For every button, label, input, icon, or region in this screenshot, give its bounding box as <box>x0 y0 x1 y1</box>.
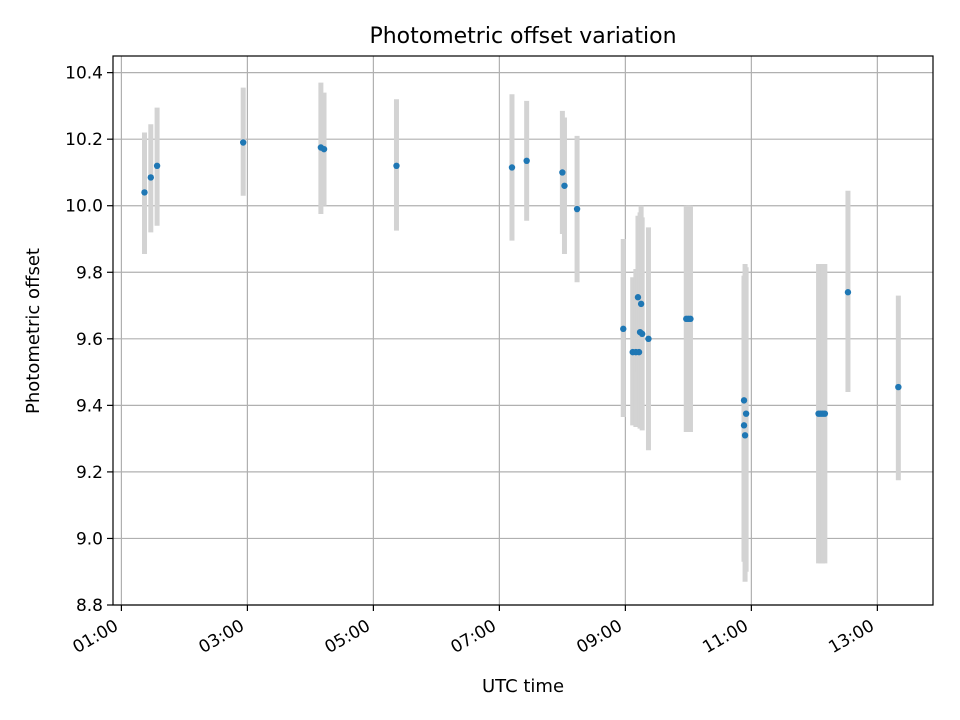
data-point <box>239 139 247 146</box>
data-point <box>740 422 748 429</box>
data-point <box>687 315 694 323</box>
data-point <box>620 325 627 333</box>
y-axis-label: Photometric offset <box>23 248 44 414</box>
data-point <box>393 162 400 169</box>
x-axis-label: UTC time <box>482 676 564 697</box>
y-axis: 8.8 9.0 9.2 9.4 9.6 9.8 10.0 10.2 10.4 <box>65 64 113 616</box>
y-tick-label: 9.6 <box>76 330 103 350</box>
data-point <box>320 145 328 153</box>
data-point <box>821 410 829 417</box>
data-point <box>742 410 750 417</box>
data-point <box>740 397 748 404</box>
data-point <box>508 164 516 171</box>
data-point <box>573 205 581 213</box>
data-point <box>147 174 154 181</box>
y-tick-label: 10.2 <box>65 130 103 150</box>
data-point <box>844 289 852 296</box>
y-tick-label: 9.4 <box>76 396 103 416</box>
data-point <box>634 294 642 301</box>
data-point <box>645 335 652 343</box>
y-tick-label: 10.0 <box>65 197 103 217</box>
data-point <box>638 330 646 338</box>
y-tick-label: 9.2 <box>76 463 103 483</box>
data-point <box>561 182 568 189</box>
chart-title: Photometric offset variation <box>369 24 676 49</box>
y-tick-label: 10.4 <box>65 64 103 84</box>
data-point <box>523 157 530 165</box>
data-points <box>141 139 902 439</box>
plot-frame <box>112 55 934 606</box>
y-tick-label: 8.8 <box>76 596 103 616</box>
data-point <box>895 383 902 391</box>
data-point <box>741 432 749 439</box>
data-point <box>559 169 566 176</box>
y-tick-label: 9.0 <box>76 529 103 549</box>
data-point <box>141 189 148 196</box>
data-point <box>153 162 161 169</box>
data-point <box>635 348 643 356</box>
y-tick-label: 9.8 <box>76 263 103 283</box>
data-point <box>637 300 645 308</box>
